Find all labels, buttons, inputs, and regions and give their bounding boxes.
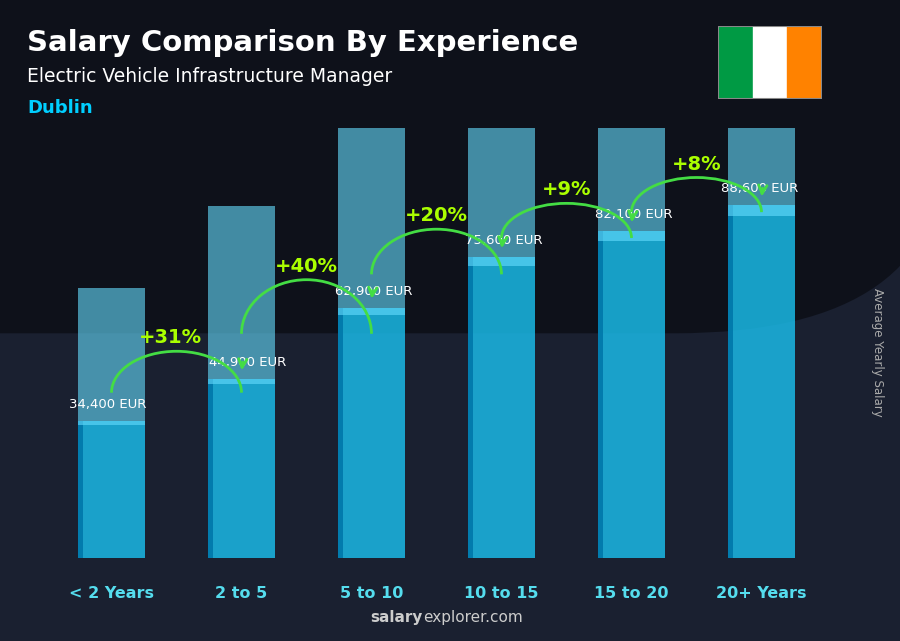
Bar [77, 421, 83, 558]
Text: +40%: +40% [275, 257, 338, 276]
Bar [208, 379, 213, 558]
Text: 2 to 5: 2 to 5 [215, 585, 267, 601]
Text: 15 to 20: 15 to 20 [594, 585, 669, 601]
Text: 62,900 EUR: 62,900 EUR [335, 285, 412, 297]
Bar [338, 308, 405, 558]
Bar [598, 231, 665, 558]
Text: salary: salary [371, 610, 423, 625]
Bar [728, 0, 796, 216]
Bar [338, 308, 343, 558]
Text: +20%: +20% [405, 206, 468, 225]
Text: 34,400 EUR: 34,400 EUR [68, 398, 146, 411]
Bar [752, 26, 788, 99]
Text: 5 to 10: 5 to 10 [340, 585, 403, 601]
Text: +9%: +9% [542, 180, 591, 199]
Text: explorer.com: explorer.com [423, 610, 523, 625]
Text: 20+ Years: 20+ Years [716, 585, 806, 601]
Text: +8%: +8% [671, 154, 721, 174]
Text: 88,600 EUR: 88,600 EUR [721, 183, 798, 196]
Bar [728, 205, 796, 558]
Text: 10 to 15: 10 to 15 [464, 585, 539, 601]
Bar [338, 65, 405, 315]
Text: +31%: +31% [139, 328, 202, 347]
Bar [468, 257, 536, 558]
Text: Dublin: Dublin [27, 99, 93, 117]
Bar [208, 206, 275, 385]
Text: Salary Comparison By Experience: Salary Comparison By Experience [27, 29, 578, 57]
Bar [788, 26, 822, 99]
Text: < 2 Years: < 2 Years [69, 585, 154, 601]
Bar [77, 288, 145, 425]
Bar [598, 0, 665, 241]
Text: Average Yearly Salary: Average Yearly Salary [871, 288, 884, 417]
Text: 44,900 EUR: 44,900 EUR [209, 356, 286, 369]
Text: 75,600 EUR: 75,600 EUR [465, 234, 543, 247]
Bar [728, 205, 733, 558]
Bar [718, 26, 752, 99]
Bar [598, 231, 603, 558]
Text: 82,100 EUR: 82,100 EUR [595, 208, 672, 221]
Bar [468, 0, 536, 266]
Bar [468, 257, 473, 558]
Bar [77, 421, 145, 558]
Text: Electric Vehicle Infrastructure Manager: Electric Vehicle Infrastructure Manager [27, 67, 392, 87]
Bar [208, 379, 275, 558]
